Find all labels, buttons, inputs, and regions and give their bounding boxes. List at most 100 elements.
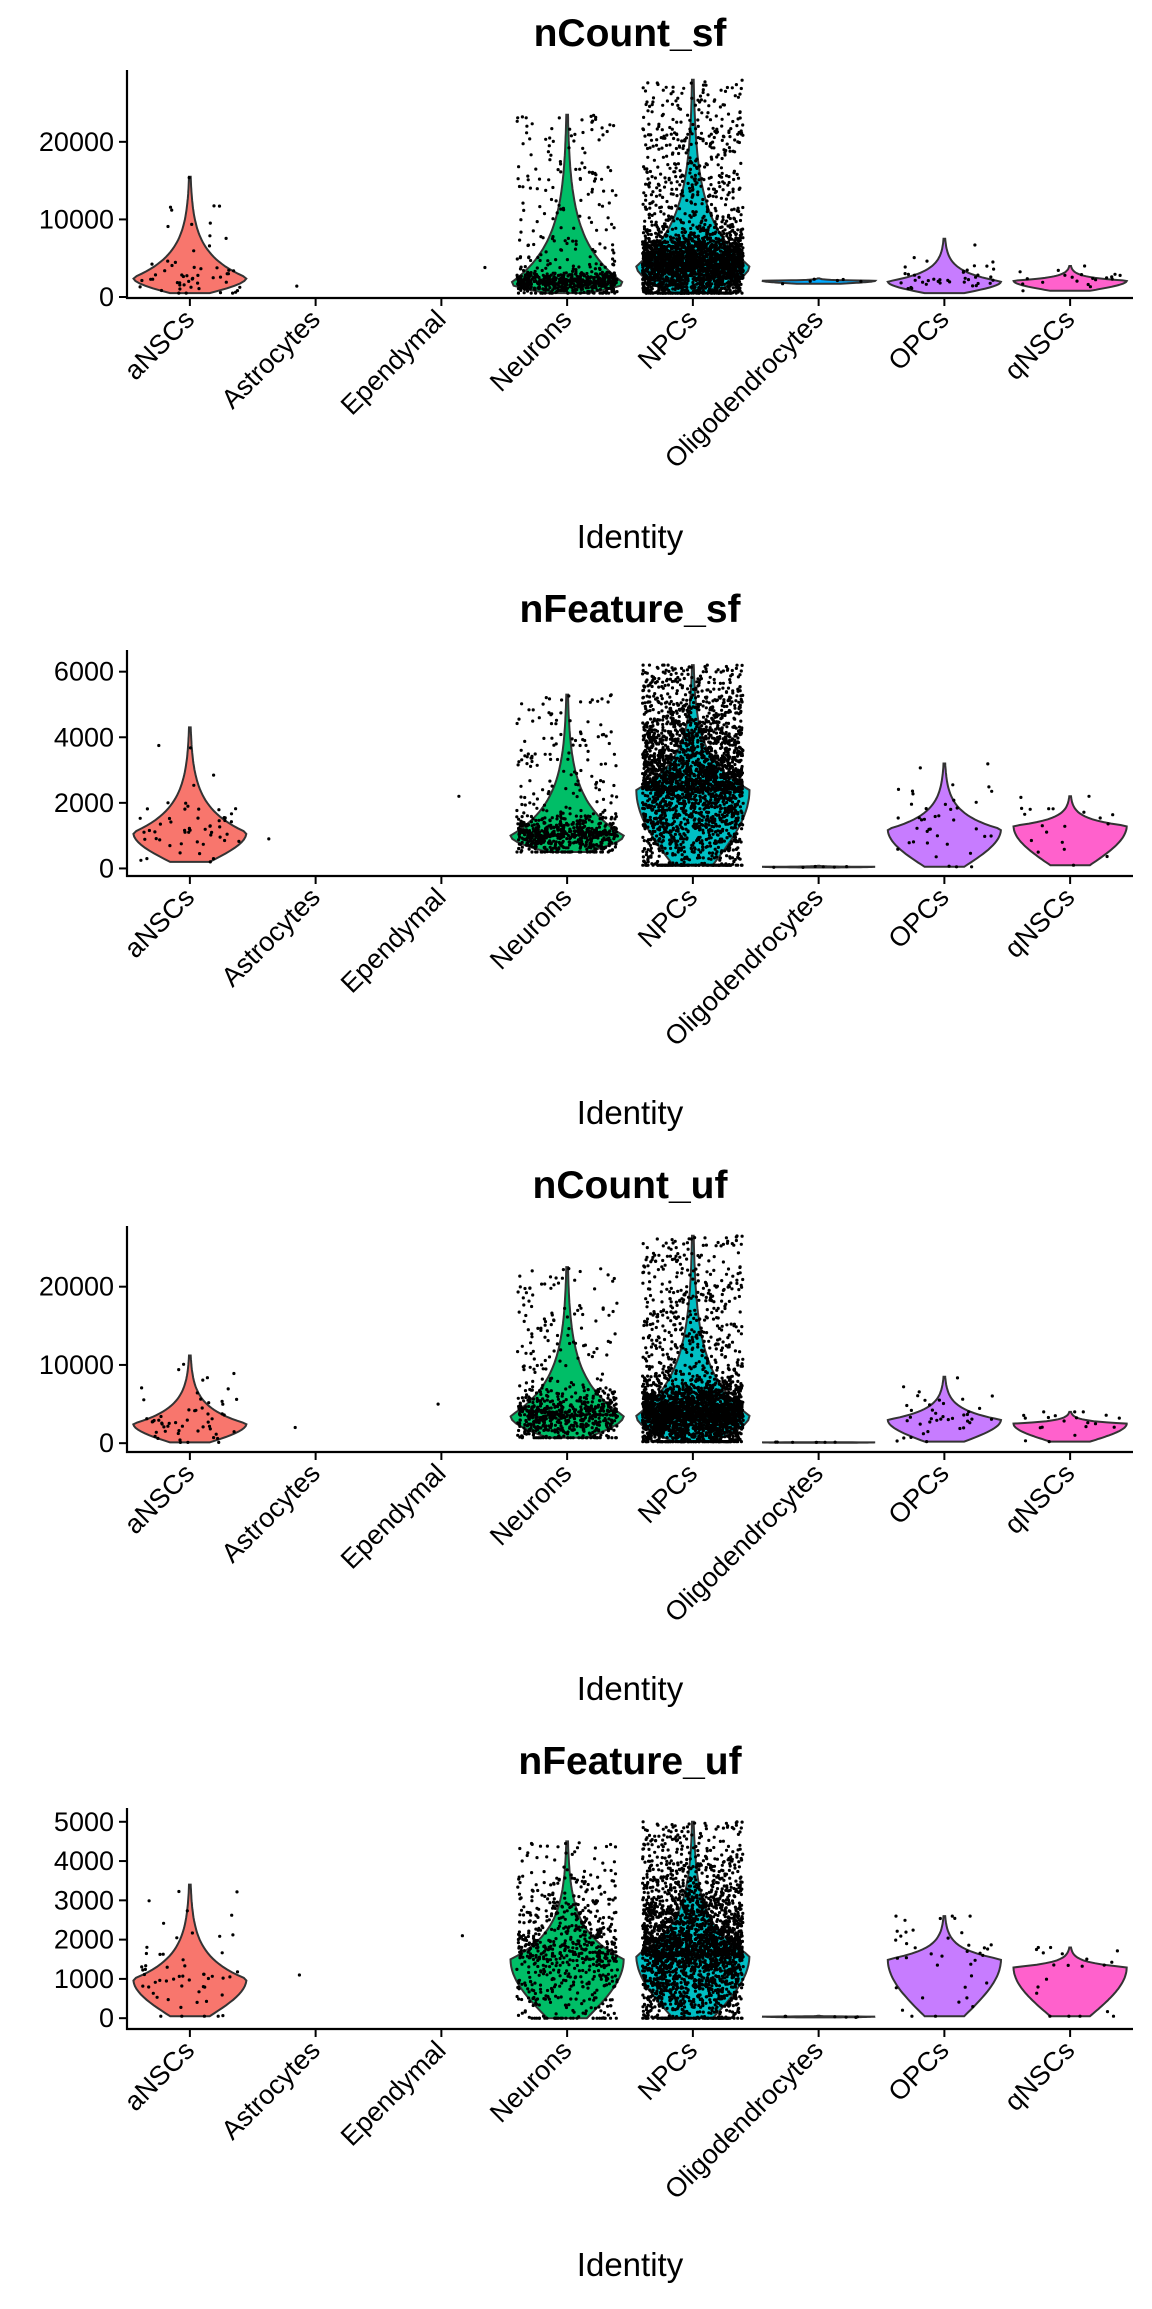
data-point	[646, 81, 649, 84]
data-point	[516, 822, 519, 825]
data-point	[679, 121, 682, 124]
data-point	[529, 279, 532, 282]
data-point	[1094, 278, 1097, 281]
data-point	[1110, 275, 1113, 278]
data-point	[568, 830, 571, 833]
data-point	[697, 235, 700, 238]
data-point	[694, 174, 697, 177]
data-point	[562, 208, 565, 211]
data-point	[642, 231, 645, 234]
data-point	[670, 269, 673, 272]
data-point	[519, 795, 522, 798]
data-point	[701, 202, 704, 205]
data-point	[689, 130, 692, 133]
data-point	[516, 722, 519, 725]
data-point	[738, 280, 741, 283]
data-point	[726, 263, 729, 266]
data-point	[643, 246, 646, 249]
data-point	[685, 258, 688, 261]
data-point	[546, 259, 549, 262]
data-point	[539, 292, 542, 295]
data-point	[543, 212, 546, 215]
data-point	[527, 256, 530, 259]
data-point	[594, 286, 597, 289]
data-point	[710, 214, 713, 217]
data-point	[713, 100, 716, 103]
data-point	[974, 276, 977, 279]
data-point	[671, 153, 674, 156]
data-point	[589, 842, 592, 845]
data-point	[559, 820, 562, 823]
data-point	[656, 127, 659, 130]
data-point	[690, 97, 693, 100]
data-point	[234, 807, 237, 810]
data-point	[192, 249, 195, 252]
data-point	[179, 851, 182, 854]
data-point	[531, 122, 534, 125]
data-point	[570, 823, 573, 826]
data-point	[698, 224, 701, 227]
violin-Oligodendrocytes	[762, 278, 875, 286]
data-point	[170, 209, 173, 212]
data-point	[683, 861, 686, 864]
data-point	[532, 803, 535, 806]
data-point	[680, 286, 683, 289]
data-point	[703, 258, 706, 261]
data-point	[562, 770, 565, 773]
data-point	[532, 229, 535, 232]
data-point	[733, 170, 736, 173]
data-point	[560, 823, 563, 826]
data-point	[559, 842, 562, 845]
data-point	[522, 838, 525, 841]
data-point	[723, 286, 726, 289]
data-point	[721, 215, 724, 218]
violin-aNSCs	[133, 727, 246, 863]
data-point	[604, 266, 607, 269]
x-tick-label: Astrocytes	[216, 304, 326, 414]
data-point	[719, 279, 722, 282]
data-point	[517, 292, 520, 295]
data-point	[584, 744, 587, 747]
data-point	[642, 116, 645, 119]
data-point	[178, 287, 181, 290]
data-point	[660, 136, 663, 139]
data-point	[666, 230, 669, 233]
data-point	[741, 258, 744, 261]
data-point	[668, 768, 671, 771]
data-point	[688, 156, 691, 159]
data-point	[613, 260, 616, 263]
data-point	[836, 279, 839, 282]
data-point	[682, 271, 685, 274]
data-point	[530, 820, 533, 823]
data-point	[704, 219, 707, 222]
data-point	[686, 252, 689, 255]
data-point	[671, 292, 674, 295]
data-point	[538, 205, 541, 208]
data-point	[197, 808, 200, 811]
data-point	[191, 277, 194, 280]
data-point	[735, 124, 738, 127]
data-point	[139, 859, 142, 862]
data-point	[659, 189, 662, 192]
data-point	[566, 850, 569, 853]
data-point	[667, 664, 670, 667]
data-point	[560, 698, 563, 701]
data-point	[556, 815, 559, 818]
data-point	[597, 275, 600, 278]
data-point	[1105, 276, 1108, 279]
data-point	[176, 281, 179, 284]
data-point	[598, 292, 601, 295]
data-point	[519, 231, 522, 234]
data-point	[705, 199, 708, 202]
data-point	[580, 829, 583, 832]
data-point	[718, 174, 721, 177]
data-point	[681, 227, 684, 230]
data-point	[550, 737, 553, 740]
data-point	[574, 292, 577, 295]
data-point	[680, 291, 683, 294]
data-point	[230, 820, 233, 823]
data-point	[598, 267, 601, 270]
data-point	[197, 287, 200, 290]
data-point	[555, 840, 558, 843]
data-point	[644, 183, 647, 186]
